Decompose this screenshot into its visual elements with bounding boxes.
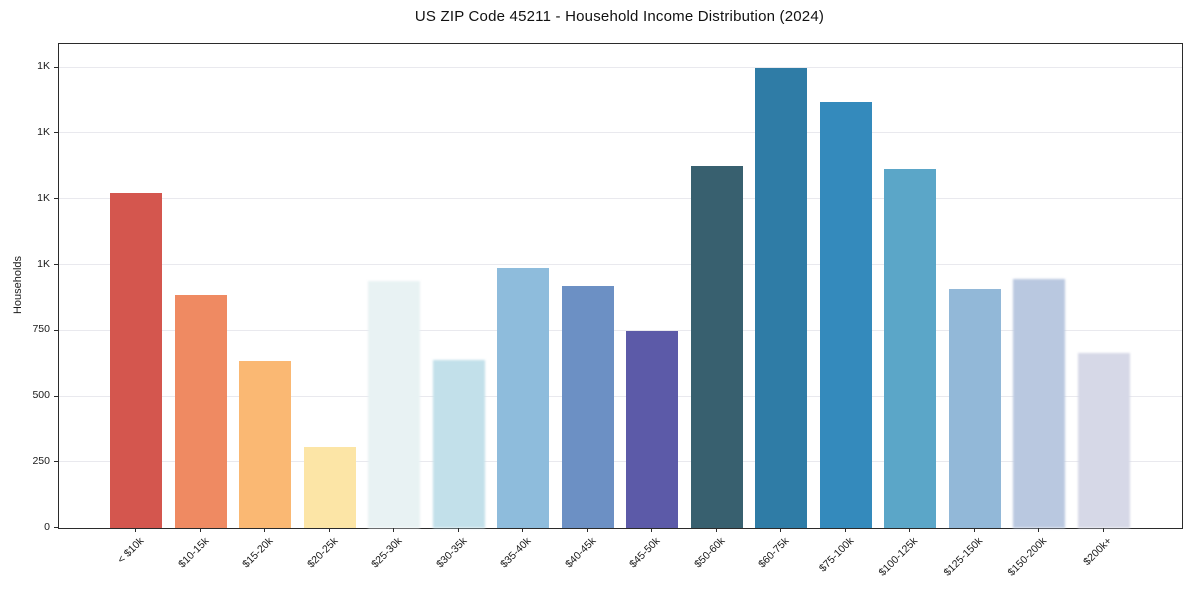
y-tick-mark bbox=[54, 461, 58, 463]
gridline bbox=[59, 198, 1182, 200]
gridline bbox=[59, 461, 1182, 463]
x-tick-label-text: $125-150k bbox=[941, 535, 985, 579]
x-tick-mark bbox=[844, 528, 846, 532]
y-tick-label: 1K bbox=[37, 257, 50, 270]
x-tick-mark bbox=[393, 528, 394, 532]
y-tick-mark bbox=[54, 395, 58, 397]
gridline bbox=[59, 329, 1182, 331]
x-tick-mark bbox=[522, 528, 523, 532]
x-tick-label-text: $45-50k bbox=[627, 535, 663, 571]
y-tick-label: 750 bbox=[32, 323, 50, 336]
y-axis-label: Households bbox=[12, 255, 24, 315]
y-tick-label: 500 bbox=[32, 389, 50, 401]
x-tick-label-text: $25-30k bbox=[369, 535, 405, 571]
y-tick-label: 1K bbox=[37, 60, 50, 73]
bar-$75-100k bbox=[819, 101, 872, 528]
y-tick-label: 1K bbox=[37, 125, 50, 138]
y-tick-mark bbox=[54, 198, 58, 200]
bar-$100-125k bbox=[884, 168, 936, 528]
x-tick-label-text: $35-40k bbox=[498, 535, 534, 571]
x-tick-label-text: $10-15k bbox=[175, 535, 211, 571]
x-tick-label-text: $100-125k bbox=[876, 535, 921, 579]
bar-$50-60k bbox=[690, 166, 743, 528]
gridline bbox=[59, 264, 1182, 265]
x-tick-label-text: $60-75k bbox=[756, 535, 792, 571]
x-tick-mark bbox=[909, 528, 910, 532]
x-tick-mark bbox=[780, 528, 781, 532]
x-tick-mark bbox=[328, 528, 330, 532]
x-tick-label-text: $50-60k bbox=[691, 535, 727, 571]
y-tick-label: 250 bbox=[32, 454, 50, 467]
y-tick-mark bbox=[54, 329, 58, 331]
chart-title: US ZIP Code 45211 - Household Income Dis… bbox=[414, 8, 825, 25]
x-tick-mark bbox=[457, 528, 459, 532]
x-tick-mark bbox=[586, 528, 588, 532]
x-tick-label-text: $40-45k bbox=[562, 535, 598, 571]
x-tick-mark bbox=[651, 528, 652, 532]
bar-$35-40k bbox=[497, 267, 549, 528]
bar-$30-35k bbox=[432, 359, 485, 528]
bar-$15-20k bbox=[239, 361, 291, 528]
x-tick-mark bbox=[973, 528, 975, 532]
bar-< $10k bbox=[110, 192, 162, 528]
y-tick-mark bbox=[54, 66, 58, 68]
bar-$10-15k bbox=[174, 295, 227, 528]
x-tick-label-text: $20-25k bbox=[304, 535, 340, 571]
gridline bbox=[59, 395, 1182, 397]
y-tick-label: 0 bbox=[44, 520, 50, 533]
bar-$40-45k bbox=[561, 286, 614, 528]
x-tick-label-text: $200k+ bbox=[1080, 535, 1114, 569]
gridline bbox=[59, 66, 1182, 68]
plot-area bbox=[58, 43, 1183, 529]
bar-$45-50k bbox=[626, 330, 678, 528]
bar-$25-30k bbox=[368, 280, 420, 528]
x-tick-mark bbox=[1102, 528, 1104, 532]
x-tick-label-text: < $10k bbox=[115, 535, 147, 566]
x-tick-mark bbox=[1038, 528, 1039, 532]
bar-$60-75k bbox=[755, 67, 807, 528]
bar-$125-150k bbox=[948, 288, 1001, 528]
y-tick-mark bbox=[54, 527, 58, 528]
x-tick-mark bbox=[264, 528, 265, 532]
x-tick-label-text: $150-200k bbox=[1005, 535, 1050, 579]
x-tick-label-text: $15-20k bbox=[240, 535, 276, 571]
bar-$150-200k bbox=[1013, 279, 1065, 528]
bar-$200k+ bbox=[1077, 353, 1130, 528]
x-tick-mark bbox=[199, 528, 201, 532]
bar-$20-25k bbox=[303, 446, 356, 528]
y-tick-mark bbox=[54, 264, 58, 265]
gridline bbox=[59, 132, 1182, 134]
x-tick-label-text: $30-35k bbox=[433, 535, 469, 571]
y-tick-label: 1K bbox=[37, 191, 50, 204]
x-tick-mark bbox=[715, 528, 717, 532]
x-tick-mark bbox=[135, 528, 136, 532]
y-tick-mark bbox=[54, 132, 58, 134]
x-tick-label-text: $75-100k bbox=[816, 535, 856, 575]
